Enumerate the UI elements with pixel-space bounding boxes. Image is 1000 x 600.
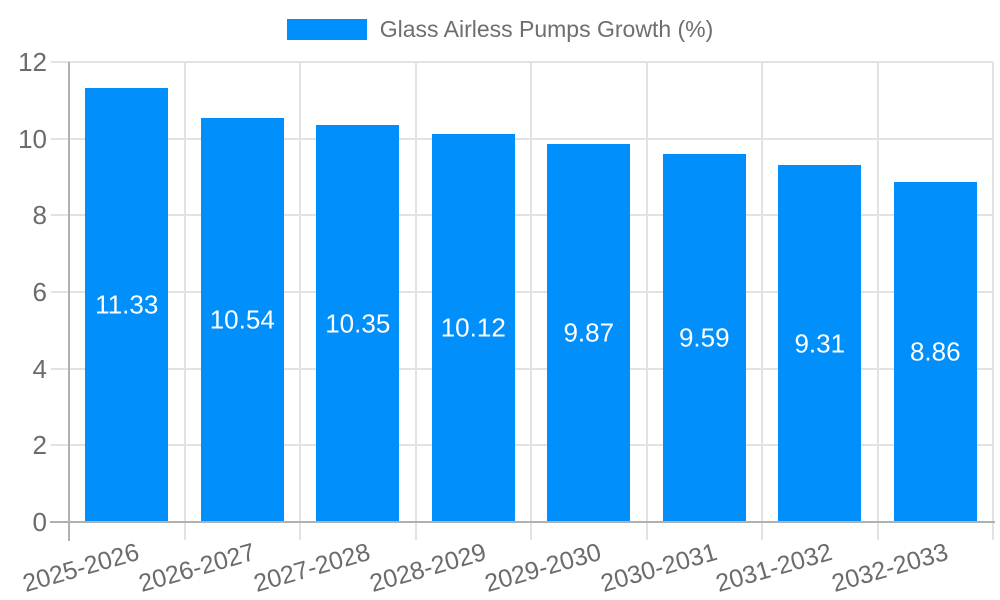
bar-value-label: 11.33 xyxy=(95,289,159,320)
x-axis-tick-label: 2029-2030 xyxy=(481,538,605,598)
y-gridline xyxy=(51,291,993,293)
bar-value-label: 9.31 xyxy=(794,328,846,359)
x-axis-tick-label: 2025-2026 xyxy=(19,538,143,598)
plot-area: 11.33 10.54 10.35 10.12 9.87 9.59 9.31 8.86 xyxy=(50,61,995,541)
bar-value-label: 10.35 xyxy=(325,308,391,339)
y-axis-line xyxy=(68,62,70,541)
x-gridline xyxy=(414,62,417,540)
bar-value-label: 9.87 xyxy=(563,317,615,348)
y-axis-tick-label: 6 xyxy=(32,277,47,307)
bar-2031-2032[interactable]: 9.31 xyxy=(778,165,862,522)
bar-2030-2031[interactable]: 9.59 xyxy=(662,154,746,522)
bar-value-label: 9.59 xyxy=(678,322,730,353)
bar-2032-2033[interactable]: 8.86 xyxy=(893,182,977,522)
y-axis-tick-label: 8 xyxy=(32,200,47,231)
bar-2029-2030[interactable]: 9.87 xyxy=(547,143,631,522)
y-axis-tick-label: 2 xyxy=(32,430,47,461)
bar-2026-2027[interactable]: 10.54 xyxy=(200,117,284,522)
x-axis-tick-label: 2028-2029 xyxy=(366,538,489,598)
y-gridline xyxy=(51,214,993,217)
bar-value-label: 10.12 xyxy=(440,312,506,343)
bar-value-label: 8.86 xyxy=(909,336,961,367)
x-axis-tick-label: 2026-2027 xyxy=(135,538,258,598)
x-gridline xyxy=(299,62,301,540)
y-axis-tick-label: 0 xyxy=(32,507,47,537)
x-gridline xyxy=(761,62,763,540)
bar-2028-2029[interactable]: 10.12 xyxy=(431,134,515,522)
y-gridline xyxy=(51,444,993,447)
y-axis-tick-label: 4 xyxy=(32,353,47,384)
x-gridline xyxy=(645,62,648,540)
y-gridline xyxy=(51,367,993,370)
x-gridline xyxy=(992,62,994,540)
bar-value-label: 10.54 xyxy=(209,304,275,335)
chart-legend[interactable]: Glass Airless Pumps Growth (%) xyxy=(0,16,1000,43)
x-axis-tick-label: 2030-2031 xyxy=(597,538,720,598)
y-gridline xyxy=(51,61,993,63)
y-axis-tick-label: 10 xyxy=(18,123,47,154)
x-gridline xyxy=(530,62,532,540)
legend-marker-swatch xyxy=(286,19,367,40)
x-gridline xyxy=(876,62,879,540)
x-axis-tick-label: 2032-2033 xyxy=(828,538,951,598)
bar-2025-2026[interactable]: 11.33 xyxy=(85,87,169,522)
x-axis-tick-label: 2031-2032 xyxy=(712,538,836,598)
bar-2027-2028[interactable]: 10.35 xyxy=(316,125,400,522)
x-axis-line xyxy=(50,521,995,523)
x-gridline xyxy=(183,62,186,540)
x-axis-tick-label: 2027-2028 xyxy=(250,538,374,598)
y-gridline xyxy=(51,137,993,140)
legend-label: Glass Airless Pumps Growth (%) xyxy=(379,16,714,42)
y-axis-tick-label: 12 xyxy=(18,47,47,77)
